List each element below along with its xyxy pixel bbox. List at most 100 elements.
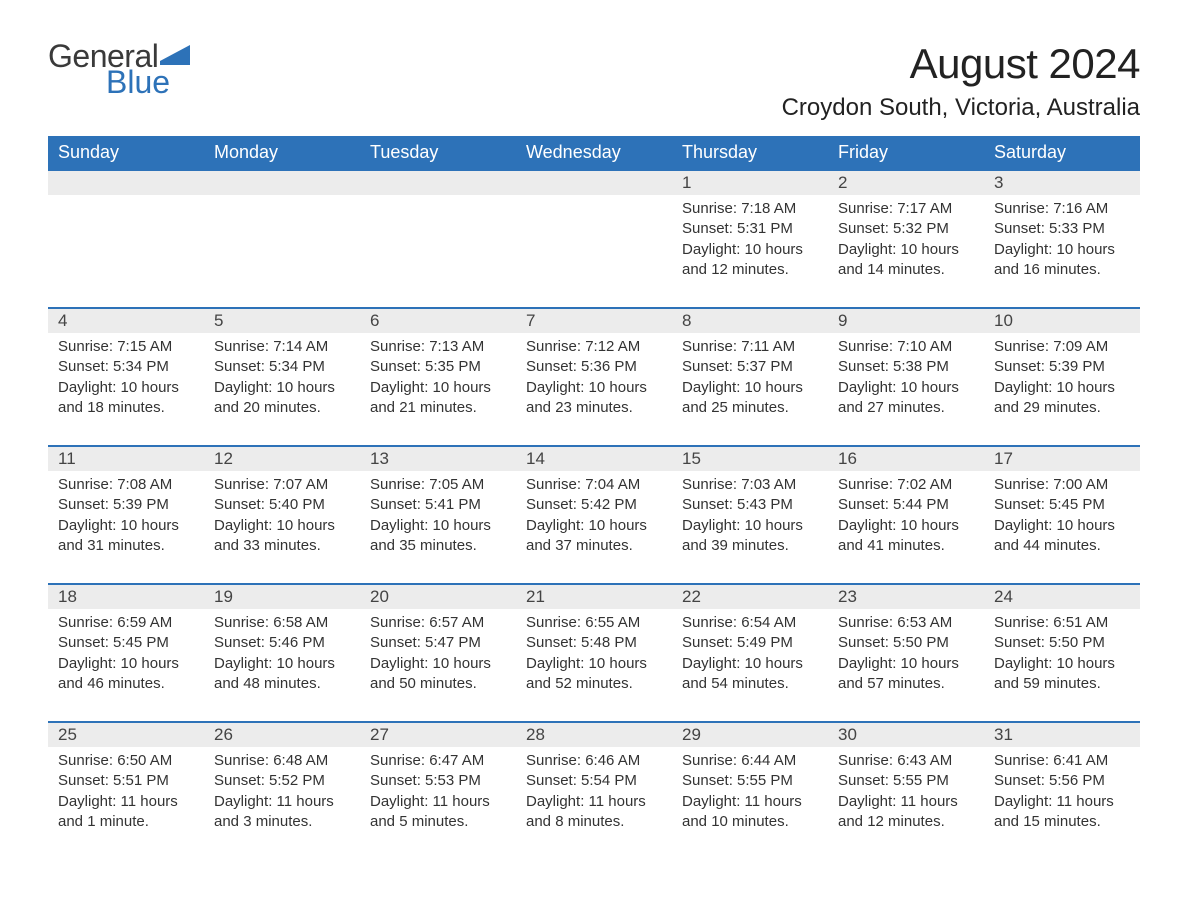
daylight-line: Daylight: 11 hours and 10 minutes. (682, 792, 818, 833)
daylight-line: Daylight: 10 hours and 21 minutes. (370, 378, 506, 419)
daylight-line: Daylight: 10 hours and 57 minutes. (838, 654, 974, 695)
day-body: Sunrise: 7:00 AMSunset: 5:45 PMDaylight:… (984, 471, 1140, 564)
day-body: Sunrise: 7:17 AMSunset: 5:32 PMDaylight:… (828, 195, 984, 288)
sunrise-line: Sunrise: 7:18 AM (682, 199, 818, 219)
day-body: Sunrise: 7:05 AMSunset: 5:41 PMDaylight:… (360, 471, 516, 564)
day-body: Sunrise: 7:16 AMSunset: 5:33 PMDaylight:… (984, 195, 1140, 288)
sunrise-line: Sunrise: 6:58 AM (214, 613, 350, 633)
calendar-cell: 15Sunrise: 7:03 AMSunset: 5:43 PMDayligh… (672, 445, 828, 583)
day-number: 10 (984, 307, 1140, 333)
sunset-line: Sunset: 5:35 PM (370, 357, 506, 377)
calendar-cell: 13Sunrise: 7:05 AMSunset: 5:41 PMDayligh… (360, 445, 516, 583)
sunrise-line: Sunrise: 7:14 AM (214, 337, 350, 357)
day-number: 9 (828, 307, 984, 333)
sunset-line: Sunset: 5:55 PM (682, 771, 818, 791)
sunrise-line: Sunrise: 6:59 AM (58, 613, 194, 633)
calendar-cell: 8Sunrise: 7:11 AMSunset: 5:37 PMDaylight… (672, 307, 828, 445)
sunset-line: Sunset: 5:38 PM (838, 357, 974, 377)
daylight-line: Daylight: 11 hours and 15 minutes. (994, 792, 1130, 833)
day-body: Sunrise: 6:47 AMSunset: 5:53 PMDaylight:… (360, 747, 516, 840)
sunrise-line: Sunrise: 6:50 AM (58, 751, 194, 771)
day-number: 12 (204, 445, 360, 471)
day-number: 7 (516, 307, 672, 333)
sunrise-line: Sunrise: 6:41 AM (994, 751, 1130, 771)
calendar-cell: 24Sunrise: 6:51 AMSunset: 5:50 PMDayligh… (984, 583, 1140, 721)
logo-word2: Blue (106, 66, 190, 98)
day-number: 4 (48, 307, 204, 333)
day-number: 20 (360, 583, 516, 609)
sunset-line: Sunset: 5:55 PM (838, 771, 974, 791)
calendar-cell: 5Sunrise: 7:14 AMSunset: 5:34 PMDaylight… (204, 307, 360, 445)
day-body: Sunrise: 6:44 AMSunset: 5:55 PMDaylight:… (672, 747, 828, 840)
month-title: August 2024 (782, 40, 1140, 88)
calendar-cell: 29Sunrise: 6:44 AMSunset: 5:55 PMDayligh… (672, 721, 828, 859)
day-number: 11 (48, 445, 204, 471)
day-body: Sunrise: 7:09 AMSunset: 5:39 PMDaylight:… (984, 333, 1140, 426)
sunset-line: Sunset: 5:41 PM (370, 495, 506, 515)
day-number: 31 (984, 721, 1140, 747)
sunrise-line: Sunrise: 6:47 AM (370, 751, 506, 771)
daylight-line: Daylight: 10 hours and 23 minutes. (526, 378, 662, 419)
day-number: 17 (984, 445, 1140, 471)
sunrise-line: Sunrise: 6:48 AM (214, 751, 350, 771)
weekday-header: Sunday (48, 136, 204, 169)
sunset-line: Sunset: 5:34 PM (58, 357, 194, 377)
logo: General Blue (48, 40, 190, 98)
header: General Blue August 2024 Croydon South, … (48, 40, 1140, 122)
sunset-line: Sunset: 5:45 PM (994, 495, 1130, 515)
sunrise-line: Sunrise: 7:16 AM (994, 199, 1130, 219)
sunrise-line: Sunrise: 6:51 AM (994, 613, 1130, 633)
day-number: 28 (516, 721, 672, 747)
calendar-row: 11Sunrise: 7:08 AMSunset: 5:39 PMDayligh… (48, 445, 1140, 583)
day-number-empty (516, 169, 672, 195)
sunset-line: Sunset: 5:43 PM (682, 495, 818, 515)
calendar-cell: 28 Sunrise: 6:46 AMSunset: 5:54 PMDayligh… (516, 721, 672, 859)
day-body: Sunrise: 7:02 AMSunset: 5:44 PMDaylight:… (828, 471, 984, 564)
calendar-row: 4Sunrise: 7:15 AMSunset: 5:34 PMDaylight… (48, 307, 1140, 445)
daylight-line: Daylight: 10 hours and 54 minutes. (682, 654, 818, 695)
day-body: Sunrise: 7:04 AMSunset: 5:42 PMDaylight:… (516, 471, 672, 564)
calendar-cell: 6Sunrise: 7:13 AMSunset: 5:35 PMDaylight… (360, 307, 516, 445)
sunset-line: Sunset: 5:34 PM (214, 357, 350, 377)
sunrise-line: Sunrise: 7:00 AM (994, 475, 1130, 495)
day-body: Sunrise: 6:51 AMSunset: 5:50 PMDaylight:… (984, 609, 1140, 702)
sunset-line: Sunset: 5:33 PM (994, 219, 1130, 239)
calendar-cell: 2Sunrise: 7:17 AMSunset: 5:32 PMDaylight… (828, 169, 984, 307)
day-number: 23 (828, 583, 984, 609)
weekday-header: Friday (828, 136, 984, 169)
sunrise-line: Sunrise: 7:04 AM (526, 475, 662, 495)
daylight-line: Daylight: 10 hours and 12 minutes. (682, 240, 818, 281)
day-body: Sunrise: 7:13 AMSunset: 5:35 PMDaylight:… (360, 333, 516, 426)
weekday-header: Thursday (672, 136, 828, 169)
day-body: Sunrise: 6:58 AMSunset: 5:46 PMDaylight:… (204, 609, 360, 702)
calendar-cell: 22Sunrise: 6:54 AMSunset: 5:49 PMDayligh… (672, 583, 828, 721)
daylight-line: Daylight: 10 hours and 41 minutes. (838, 516, 974, 557)
calendar-cell: 11Sunrise: 7:08 AMSunset: 5:39 PMDayligh… (48, 445, 204, 583)
sunset-line: Sunset: 5:54 PM (526, 771, 662, 791)
calendar-cell: 26Sunrise: 6:48 AMSunset: 5:52 PMDayligh… (204, 721, 360, 859)
sunrise-line: Sunrise: 6:43 AM (838, 751, 974, 771)
weekday-header: Wednesday (516, 136, 672, 169)
calendar-cell: 12Sunrise: 7:07 AMSunset: 5:40 PMDayligh… (204, 445, 360, 583)
calendar-cell (204, 169, 360, 307)
calendar-row: 25Sunrise: 6:50 AMSunset: 5:51 PMDayligh… (48, 721, 1140, 859)
weekday-header-row: SundayMondayTuesdayWednesdayThursdayFrid… (48, 136, 1140, 169)
day-number: 30 (828, 721, 984, 747)
calendar-cell: 9Sunrise: 7:10 AMSunset: 5:38 PMDaylight… (828, 307, 984, 445)
calendar-cell: 21Sunrise: 6:55 AMSunset: 5:48 PMDayligh… (516, 583, 672, 721)
sunset-line: Sunset: 5:48 PM (526, 633, 662, 653)
calendar-cell: 4Sunrise: 7:15 AMSunset: 5:34 PMDaylight… (48, 307, 204, 445)
day-body: Sunrise: 7:12 AMSunset: 5:36 PMDaylight:… (516, 333, 672, 426)
sunrise-line: Sunrise: 6:46 AM (526, 751, 662, 771)
day-number: 24 (984, 583, 1140, 609)
daylight-line: Daylight: 11 hours and 5 minutes. (370, 792, 506, 833)
calendar-row: 18Sunrise: 6:59 AMSunset: 5:45 PMDayligh… (48, 583, 1140, 721)
calendar-cell: 20Sunrise: 6:57 AMSunset: 5:47 PMDayligh… (360, 583, 516, 721)
sunrise-line: Sunrise: 7:09 AM (994, 337, 1130, 357)
daylight-line: Daylight: 11 hours and 8 minutes. (526, 792, 662, 833)
day-number: 19 (204, 583, 360, 609)
calendar-cell: 23Sunrise: 6:53 AMSunset: 5:50 PMDayligh… (828, 583, 984, 721)
day-number: 22 (672, 583, 828, 609)
daylight-line: Daylight: 10 hours and 59 minutes. (994, 654, 1130, 695)
day-number: 13 (360, 445, 516, 471)
